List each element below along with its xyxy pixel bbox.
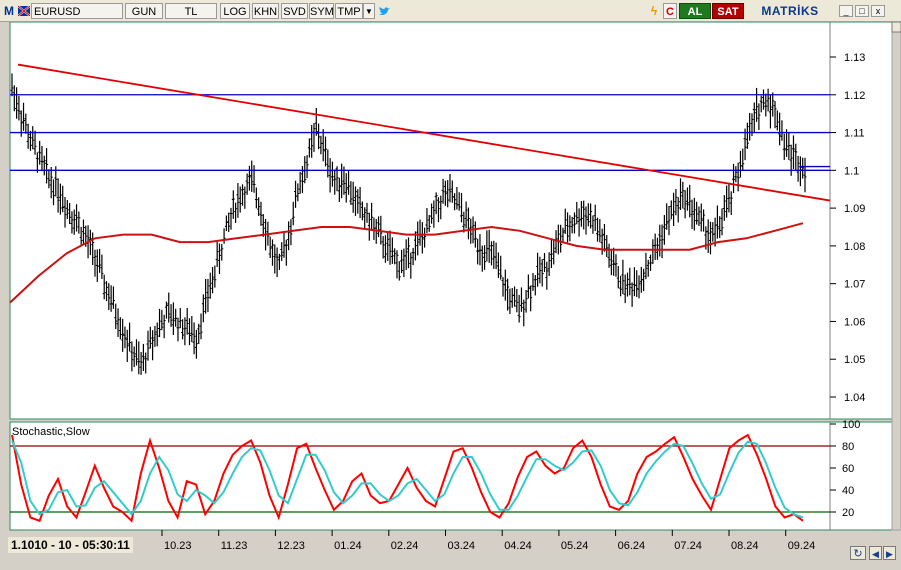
trend-line[interactable] bbox=[17, 63, 831, 202]
status-readout: 1.1010 - 10 - 05:30:11 bbox=[8, 537, 133, 553]
price-tick-label: 1.07 bbox=[844, 279, 865, 291]
time-tick-label: 02.24 bbox=[391, 540, 419, 552]
maximize-button[interactable]: □ bbox=[855, 5, 869, 17]
stochastic-d-line[interactable] bbox=[11, 440, 804, 519]
refresh-icon[interactable]: ↻ bbox=[850, 546, 866, 560]
chart-area[interactable]: 1.131.121.111.11.091.081.071.061.051.04 … bbox=[0, 22, 901, 570]
app-logo: M bbox=[4, 4, 14, 18]
time-tick-label: 06.24 bbox=[618, 540, 646, 552]
currency-tl-button[interactable]: TL bbox=[165, 3, 217, 19]
price-tick-label: 1.13 bbox=[844, 52, 865, 64]
twitter-bird-icon[interactable] bbox=[377, 3, 391, 19]
flag-icon[interactable] bbox=[17, 3, 31, 19]
price-tick-label: 1.09 bbox=[844, 203, 865, 215]
tmp-button[interactable]: TMP bbox=[335, 3, 363, 19]
stochastic-tick-label: 80 bbox=[842, 441, 854, 453]
stochastic-tick-label: 20 bbox=[842, 507, 854, 519]
time-tick-label: 12.23 bbox=[277, 540, 305, 552]
time-tick-label: 03.24 bbox=[448, 540, 476, 552]
price-tick-label: 1.05 bbox=[844, 354, 865, 366]
stochastic-k-line[interactable] bbox=[11, 433, 804, 523]
price-tick-label: 1.12 bbox=[844, 90, 865, 102]
price-tick-label: 1.11 bbox=[844, 128, 865, 140]
brand-logo: MATRİKS bbox=[761, 4, 819, 18]
price-tick-label: 1.1 bbox=[844, 165, 859, 177]
arrow-right-icon[interactable]: ▶ bbox=[883, 546, 896, 560]
svd-button[interactable]: SVD bbox=[281, 3, 308, 19]
log-scale-button[interactable]: LOG bbox=[220, 3, 250, 19]
sym-button[interactable]: SYM bbox=[309, 3, 334, 19]
minimize-button[interactable]: _ bbox=[839, 5, 853, 17]
time-tick-label: 01.24 bbox=[334, 540, 362, 552]
time-tick-label: 10.23 bbox=[164, 540, 192, 552]
symbol-field[interactable]: EURUSD bbox=[31, 3, 123, 19]
axis-panel-bg bbox=[830, 22, 892, 419]
stochastic-axis-bg bbox=[830, 422, 892, 530]
price-tick-label: 1.04 bbox=[844, 392, 865, 404]
chart-toolbar: M EURUSD GUN TL LOG KHN SVD SYM TMP ▼ ϟ … bbox=[0, 0, 901, 22]
chevron-down-icon[interactable]: ▼ bbox=[363, 3, 375, 19]
time-tick-label: 07.24 bbox=[674, 540, 702, 552]
sell-button[interactable]: SAT bbox=[712, 3, 744, 19]
close-button[interactable]: x bbox=[871, 5, 885, 17]
scrollbar-top-arrow[interactable] bbox=[891, 22, 901, 33]
time-tick-label: 11.23 bbox=[221, 540, 248, 552]
vertical-scrollbar[interactable] bbox=[891, 22, 901, 531]
stochastic-tick-label: 40 bbox=[842, 485, 854, 497]
price-tick-label: 1.06 bbox=[844, 316, 865, 328]
stochastic-tick-label: 100 bbox=[842, 419, 860, 431]
time-tick-label: 04.24 bbox=[504, 540, 532, 552]
time-tick-label: 05.24 bbox=[561, 540, 589, 552]
khn-button[interactable]: KHN bbox=[252, 3, 279, 19]
price-tick-label: 1.08 bbox=[844, 241, 865, 253]
refresh-c-button[interactable]: C bbox=[663, 3, 677, 19]
lightning-icon[interactable]: ϟ bbox=[650, 4, 658, 18]
arrow-left-icon[interactable]: ◀ bbox=[869, 546, 882, 560]
time-tick-label: 09.24 bbox=[788, 540, 816, 552]
time-tick-label: 08.24 bbox=[731, 540, 759, 552]
moving-average-line[interactable] bbox=[9, 222, 804, 304]
period-day-button[interactable]: GUN bbox=[125, 3, 163, 19]
stochastic-title: Stochastic,Slow bbox=[12, 426, 90, 438]
buy-button[interactable]: AL bbox=[679, 3, 711, 19]
stochastic-tick-label: 60 bbox=[842, 463, 854, 475]
